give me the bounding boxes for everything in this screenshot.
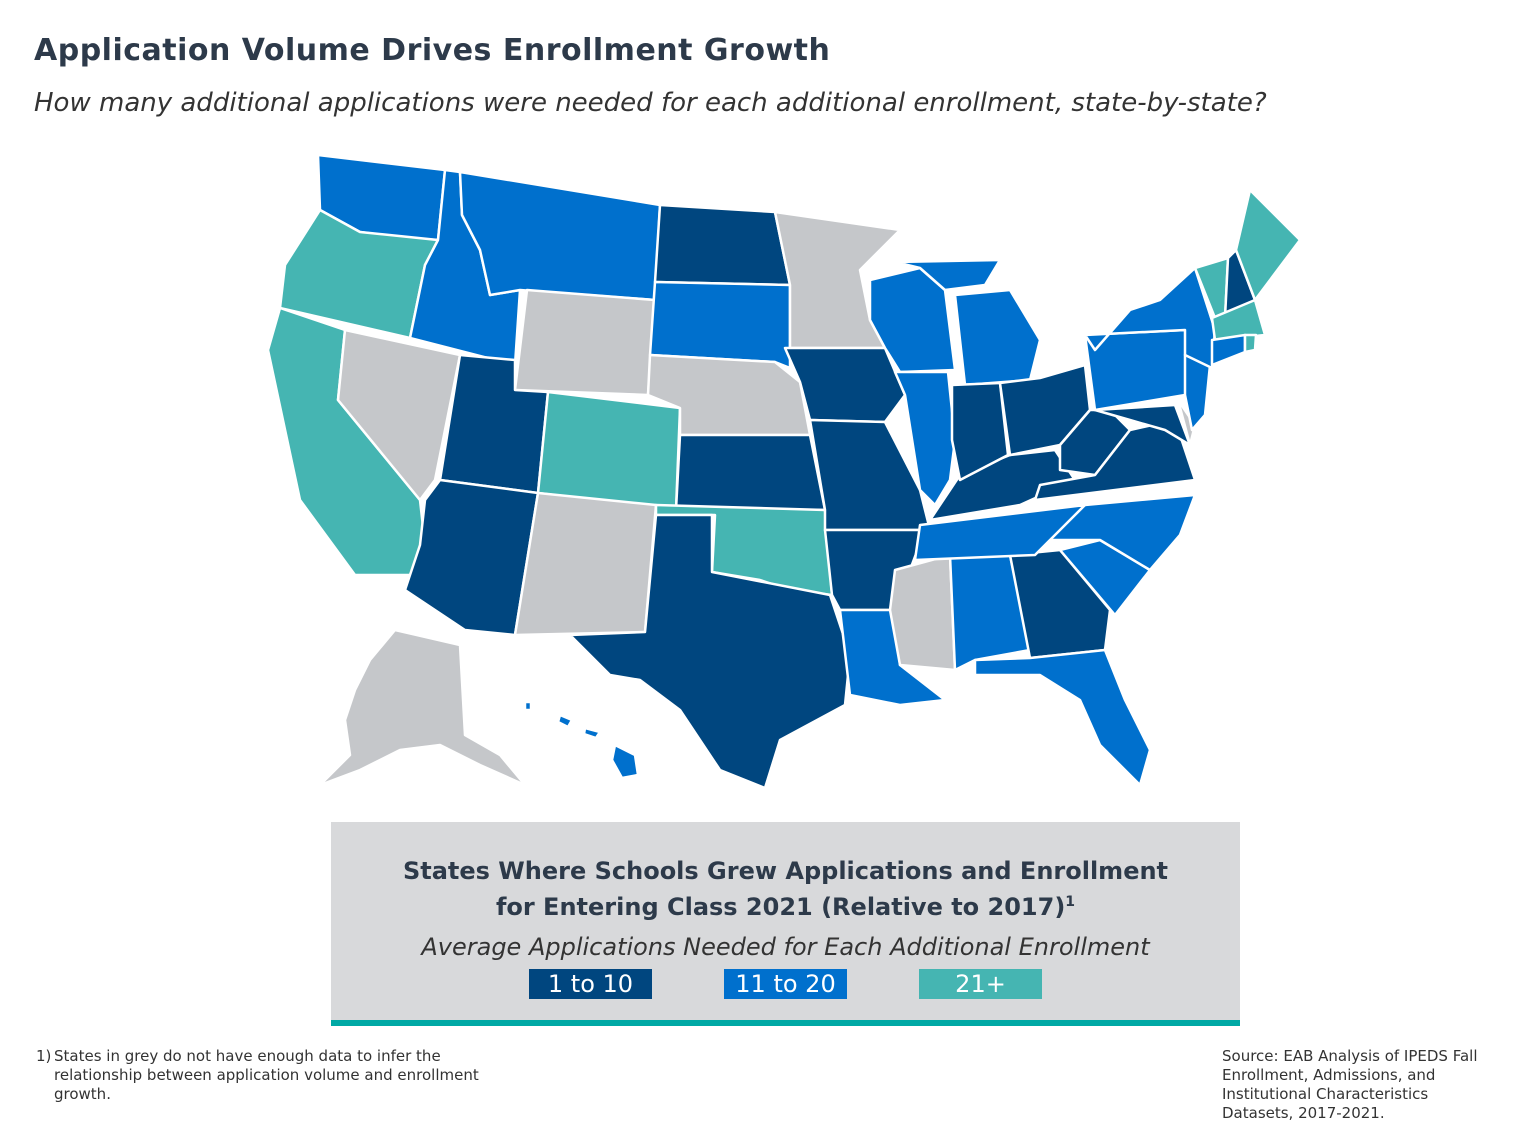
state-nm	[513, 491, 658, 637]
state-ct	[1210, 333, 1247, 367]
page-title: Application Volume Drives Enrollment Gro…	[34, 33, 831, 68]
state-shape-hi	[582, 726, 602, 740]
state-shape-fl	[973, 648, 1152, 787]
state-mi	[893, 258, 1042, 387]
state-shape-de	[1176, 398, 1197, 447]
state-md	[1093, 403, 1192, 447]
state-il	[893, 370, 957, 507]
state-shape-ma	[1210, 298, 1267, 342]
state-shape-ri	[1243, 333, 1258, 354]
state-ak	[318, 628, 527, 787]
state-ri	[1243, 333, 1258, 354]
state-shape-md	[1093, 403, 1192, 447]
state-ks	[674, 433, 827, 512]
state-wy	[513, 288, 657, 397]
state-nd	[653, 203, 792, 287]
footnote: 1) States in grey do not have enough dat…	[36, 1047, 516, 1104]
source-note: Source: EAB Analysis of IPEDS Fall Enrol…	[1222, 1047, 1478, 1122]
state-fl	[973, 648, 1152, 787]
state-shape-ga	[1008, 548, 1112, 660]
state-shape-nv	[336, 328, 462, 502]
state-shape-ks	[674, 433, 827, 512]
footnote-number: 1)	[36, 1047, 52, 1065]
state-sd	[648, 280, 792, 370]
legend-swatch-21-plus: 21+	[919, 969, 1042, 999]
state-shape-ak	[318, 628, 527, 787]
legend-title-line1: States Where Schools Grew Applications a…	[402, 857, 1169, 885]
state-shape-hi	[556, 713, 574, 729]
state-shape-ms	[888, 553, 957, 672]
legend-title: States Where Schools Grew Applications a…	[331, 856, 1240, 923]
state-ma	[1210, 298, 1267, 342]
legend-box: States Where Schools Grew Applications a…	[331, 822, 1240, 1026]
state-shape-me	[1234, 188, 1302, 302]
state-mt	[458, 170, 662, 302]
page-subtitle: How many additional applications were ne…	[34, 88, 1267, 118]
state-de	[1176, 398, 1197, 447]
state-me	[1234, 188, 1302, 302]
legend-swatch-1-to-10: 1 to 10	[529, 969, 652, 999]
state-co	[536, 390, 682, 512]
state-shape-il	[893, 370, 957, 507]
state-nv	[336, 328, 462, 502]
legend-swatch-11-to-20: 11 to 20	[724, 969, 847, 999]
state-shape-wy	[513, 288, 657, 397]
state-shape-sd	[648, 280, 792, 370]
legend-subtitle: Average Applications Needed for Each Add…	[421, 933, 1150, 961]
footnote-text: States in grey do not have enough data t…	[54, 1047, 479, 1103]
state-shape-hi	[610, 743, 640, 780]
state-shape-tn	[913, 503, 1087, 562]
us-state-map	[266, 153, 1302, 790]
state-shape-ct	[1210, 333, 1247, 367]
state-shape-nm	[513, 491, 658, 637]
footnote-marker: 1	[1065, 894, 1076, 910]
legend-title-line2: for Entering Class 2021 (Relative to 201…	[495, 893, 1066, 921]
state-shape-in	[950, 381, 1010, 482]
state-shape-tx	[568, 513, 852, 790]
state-tx	[568, 513, 852, 790]
state-in	[950, 381, 1010, 482]
state-shape-co	[536, 390, 682, 512]
state-hi	[523, 700, 640, 780]
state-shape-mi	[953, 288, 1042, 387]
state-shape-mt	[458, 170, 662, 302]
state-shape-hi	[523, 700, 533, 712]
state-ms	[888, 553, 957, 672]
state-ga	[1008, 548, 1112, 660]
state-tn	[913, 503, 1087, 562]
state-shape-nd	[653, 203, 792, 287]
state-shape-mi	[893, 258, 1002, 292]
